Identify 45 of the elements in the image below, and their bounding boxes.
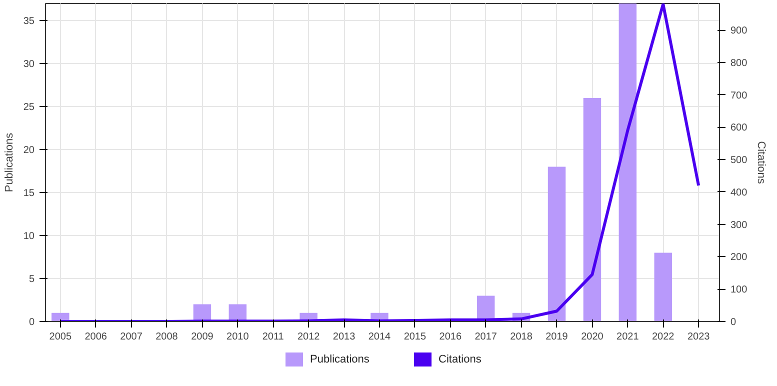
x-tick-label: 2019 — [546, 332, 568, 342]
x-tick-label: 2014 — [368, 332, 392, 342]
x-tick-label: 2017 — [474, 332, 498, 342]
y-tick-label: 35 — [23, 16, 35, 28]
y-tick-label: 30 — [23, 59, 35, 70]
y2-tick-label: 200 — [730, 252, 748, 264]
y2-tick-label: 500 — [730, 155, 748, 166]
x-tick-label: 2010 — [226, 332, 250, 342]
y2-tick-label: 900 — [730, 26, 748, 37]
y2-tick-label: 700 — [730, 90, 748, 102]
x-tick-label: 2006 — [84, 332, 108, 342]
x-tick-label: 2011 — [262, 332, 284, 342]
x-tick-label: 2007 — [120, 332, 143, 342]
x-tick-label: 2021 — [616, 332, 640, 342]
bar — [548, 166, 566, 322]
y-tick-label: 15 — [23, 188, 35, 200]
x-tick-label: 2016 — [439, 332, 462, 342]
y-tick-label: 5 — [28, 274, 35, 286]
x-tick-label: 2013 — [332, 332, 356, 342]
y2-tick-label: 400 — [730, 187, 748, 198]
bar — [583, 98, 602, 322]
bar — [618, 4, 637, 322]
x-tick-label: 2012 — [297, 332, 320, 342]
legend-label: Publications — [310, 354, 370, 366]
y2-tick-label: 800 — [730, 58, 748, 69]
x-tick-label: 2005 — [49, 332, 72, 342]
y2-tick-label: 0 — [730, 317, 736, 328]
x-tick-label: 2023 — [687, 332, 710, 342]
x-tick-label: 2020 — [581, 332, 604, 342]
y-tick-label: 25 — [23, 102, 35, 114]
y2-tick-label: 300 — [730, 220, 748, 231]
x-tick-label: 2009 — [191, 332, 214, 342]
y-tick-label: 0 — [28, 317, 35, 328]
bar — [654, 252, 672, 322]
y2-tick-label: 100 — [730, 284, 748, 296]
x-tick-label: 2008 — [156, 332, 178, 342]
y-axis-title: Publications — [3, 132, 16, 192]
y-tick-label: 10 — [23, 231, 35, 242]
x-tick-label: 2022 — [652, 332, 675, 342]
y2-tick-label: 600 — [730, 122, 748, 134]
y2-axis-title: Citations — [755, 141, 768, 184]
x-tick-label: 2015 — [404, 332, 427, 342]
x-tick-label: 2018 — [510, 332, 533, 342]
y-tick-label: 20 — [23, 145, 35, 156]
legend-label: Citations — [438, 354, 482, 366]
